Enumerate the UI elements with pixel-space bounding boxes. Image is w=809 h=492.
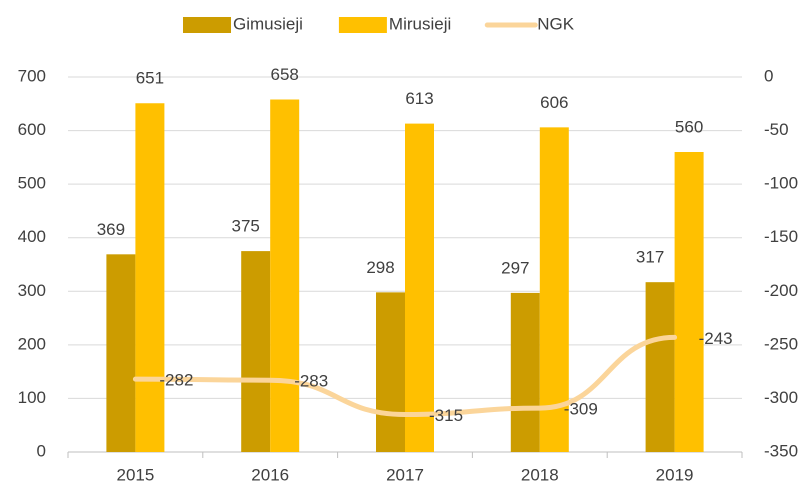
bar xyxy=(405,123,434,452)
data-label: 560 xyxy=(675,117,703,136)
x-tick-label: 2019 xyxy=(656,465,694,484)
data-label: 369 xyxy=(97,220,125,239)
legend-label: Mirusieji xyxy=(389,14,451,33)
bar xyxy=(106,254,136,452)
data-label: -282 xyxy=(159,371,193,390)
data-label: -309 xyxy=(564,400,598,419)
data-label: 658 xyxy=(271,65,299,84)
data-label: -283 xyxy=(294,372,328,391)
legend-label: NGK xyxy=(537,14,575,33)
y-tick-label: 300 xyxy=(18,281,46,300)
data-label: 317 xyxy=(636,248,664,267)
y2-tick-label: -200 xyxy=(764,281,798,300)
bar xyxy=(510,292,540,452)
legend-marker xyxy=(338,17,387,33)
bar xyxy=(539,127,569,452)
x-tick-label: 2015 xyxy=(116,465,154,484)
data-label: 375 xyxy=(232,217,260,236)
y-tick-label: 200 xyxy=(18,334,46,353)
data-label: -243 xyxy=(699,329,733,348)
y2-tick-label: -50 xyxy=(764,120,789,139)
data-label: -315 xyxy=(429,406,463,425)
x-tick-label: 2018 xyxy=(521,465,559,484)
y2-tick-label: -300 xyxy=(764,388,798,407)
bar xyxy=(270,99,300,452)
y2-tick-label: -250 xyxy=(764,334,798,353)
y-tick-label: 0 xyxy=(37,441,46,460)
y-tick-label: 100 xyxy=(18,388,46,407)
line xyxy=(132,334,678,418)
legend-marker xyxy=(183,17,231,33)
data-label: 651 xyxy=(136,69,164,88)
legend-label: Gimusieji xyxy=(233,14,303,33)
bar xyxy=(674,152,704,452)
bar xyxy=(645,282,675,452)
y2-tick-label: -350 xyxy=(764,441,798,460)
y-tick-label: 500 xyxy=(18,174,46,193)
y2-tick-label: -100 xyxy=(764,174,798,193)
data-label: 613 xyxy=(405,89,433,108)
data-label: 297 xyxy=(501,258,529,277)
y-tick-label: 400 xyxy=(18,227,46,246)
data-label: 298 xyxy=(366,258,394,277)
y2-tick-label: -150 xyxy=(764,227,798,246)
y-tick-label: 600 xyxy=(18,120,46,139)
x-tick-label: 2016 xyxy=(251,465,289,484)
y-tick-label: 700 xyxy=(18,66,46,85)
bar xyxy=(241,251,271,452)
x-tick-label: 2017 xyxy=(386,465,424,484)
data-label: 606 xyxy=(540,93,568,112)
y2-tick-label: 0 xyxy=(764,66,773,85)
bar xyxy=(376,292,405,452)
bar xyxy=(135,103,165,452)
